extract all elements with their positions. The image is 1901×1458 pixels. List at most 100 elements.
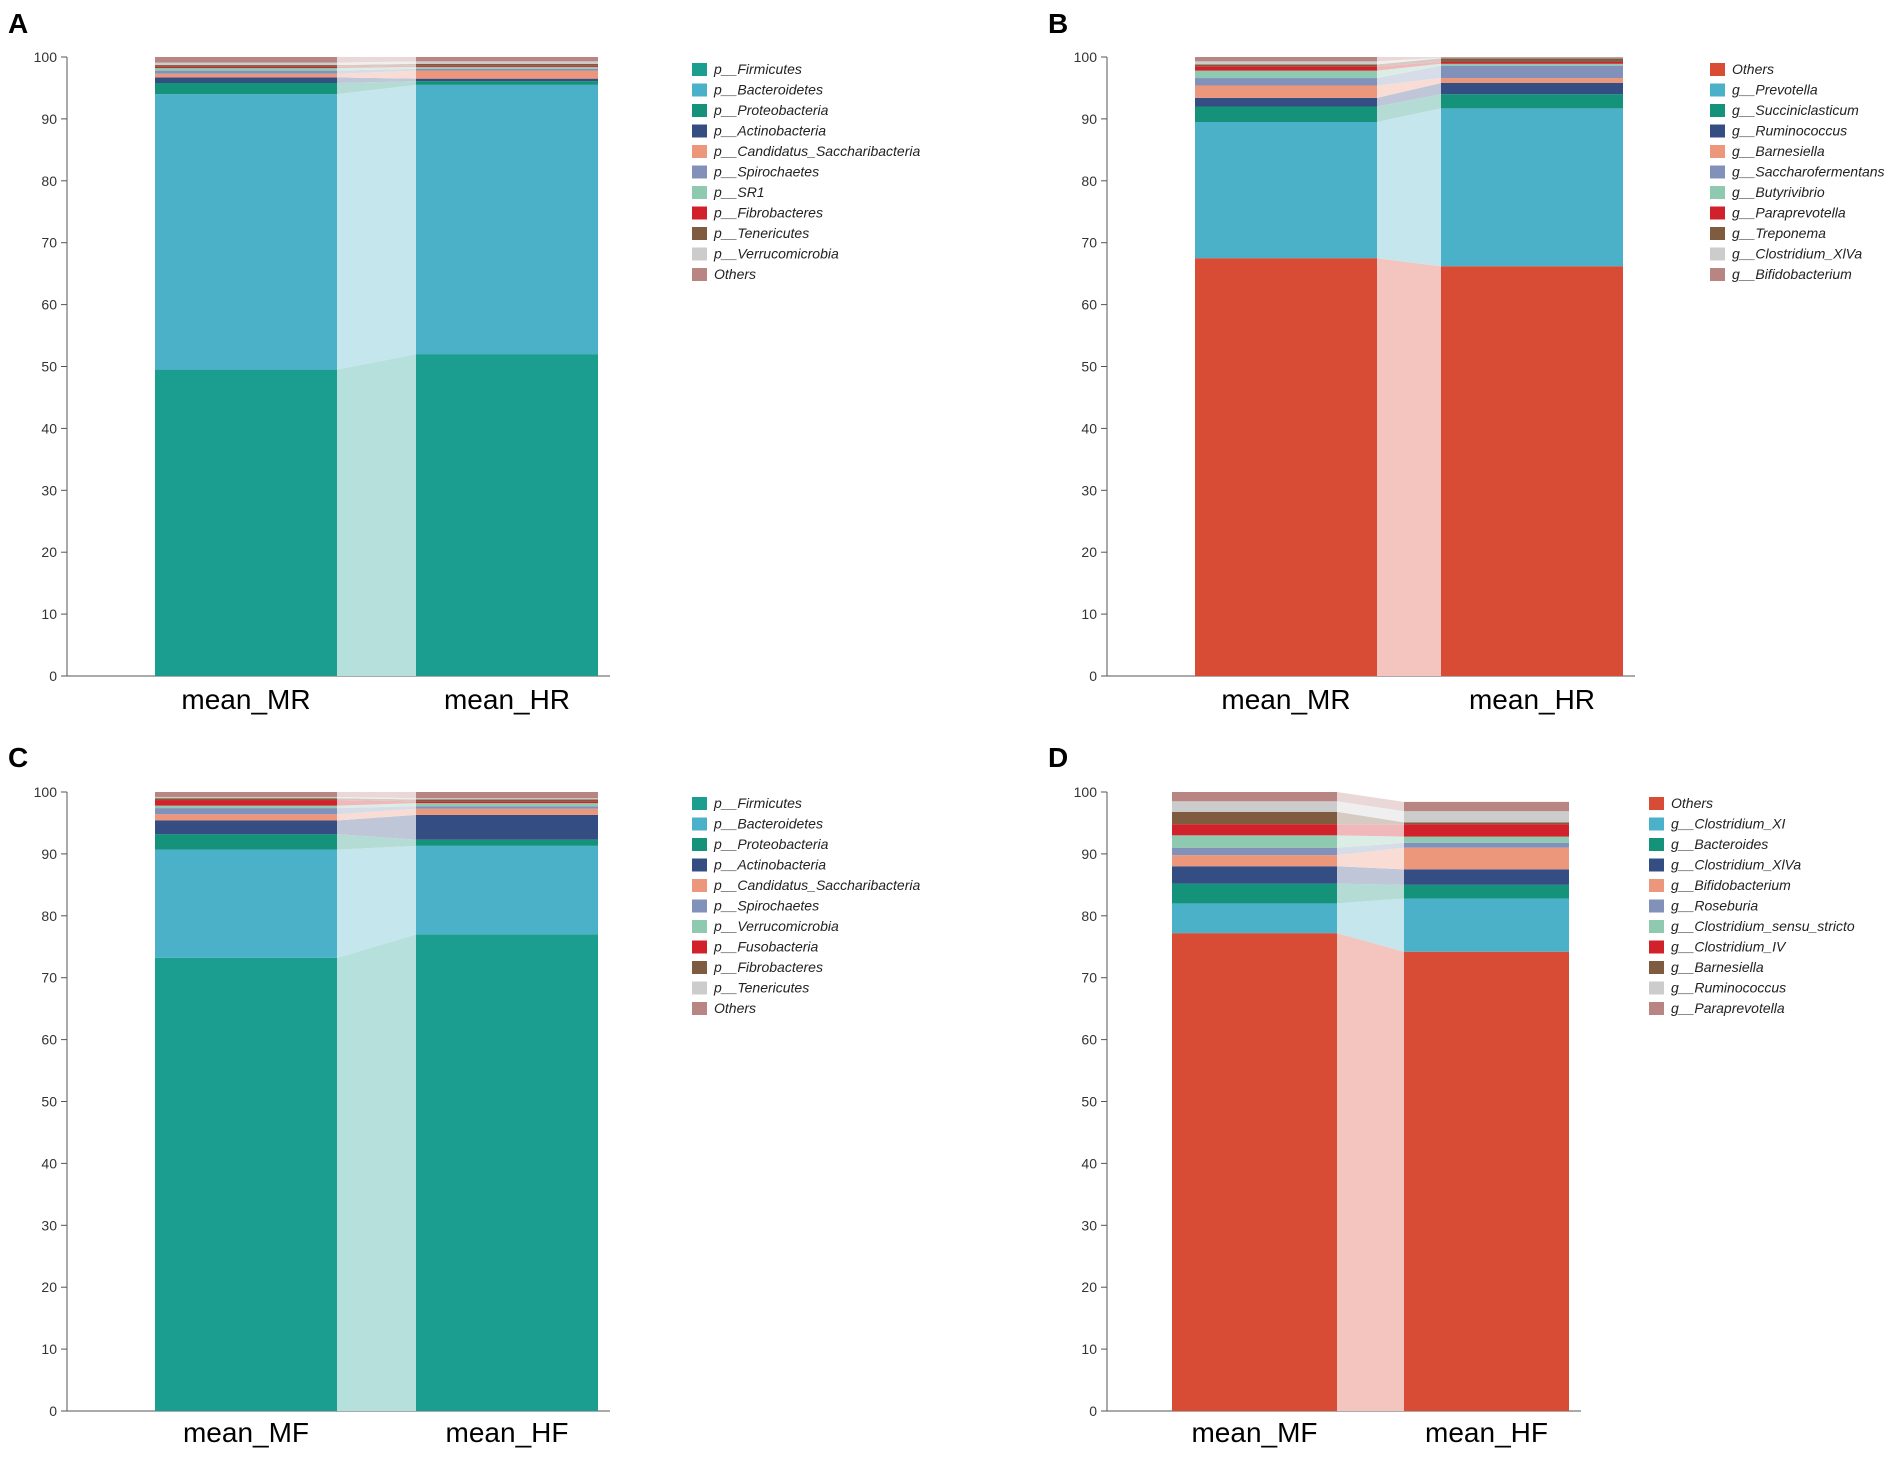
connector-band-g-prevotella — [1377, 108, 1441, 267]
bar-segment-mean-hr-g-paraprevotella — [1441, 61, 1623, 64]
bar-segment-mean-mr-p-candidatus-saccharibacteria — [155, 73, 337, 78]
legend-label-p-actinobacteria: p__Actinobacteria — [713, 123, 826, 139]
y-tick-label: 10 — [1081, 606, 1097, 622]
legend-label-p-candidatus-saccharibacteria: p__Candidatus_Saccharibacteria — [713, 143, 920, 159]
connector-band-p-actinobacteria — [337, 814, 416, 840]
legend-label-p-proteobacteria: p__Proteobacteria — [713, 836, 829, 852]
connector-band-g-clostridium-xlva — [1337, 866, 1404, 885]
connector-band-p-bacteroidetes — [337, 845, 416, 958]
legend-swatch-p-tenericutes — [692, 981, 707, 995]
legend-swatch-g-prevotella — [1710, 83, 1725, 97]
bar-segment-mean-hf-p-bacteroidetes — [416, 845, 598, 935]
y-tick-label: 60 — [41, 1032, 57, 1048]
bar-segment-mean-hr-p-candidatus-saccharibacteria — [416, 70, 598, 79]
legend-label-p-sr1: p__SR1 — [713, 184, 765, 200]
bar-segment-mean-mf-g-roseburia — [1172, 847, 1337, 856]
legend-swatch-g-paraprevotella — [1649, 1002, 1664, 1015]
bar-segment-mean-mr-g-prevotella — [1195, 121, 1377, 259]
legend-label-others: Others — [1671, 795, 1713, 811]
bar-segment-mean-mr-p-verrucomicrobia — [155, 62, 337, 66]
legend-label-g-bifidobacterium: g__Bifidobacterium — [1671, 877, 1791, 893]
legend-swatch-p-fibrobacteres — [692, 206, 707, 220]
bar-segment-mean-mr-g-barnesiella — [1195, 85, 1377, 98]
bar-segment-mean-mr-g-butyrivibrio — [1195, 70, 1377, 79]
bar-segment-mean-hr-others — [1441, 266, 1623, 676]
bar-segment-mean-hf-g-clostridium-iv — [1404, 824, 1569, 837]
legend-swatch-g-barnesiella — [1710, 145, 1725, 158]
bar-segment-mean-mf-p-proteobacteria — [155, 834, 337, 850]
bar-segment-mean-mf-p-spirochaetes — [155, 808, 337, 815]
legend-label-p-spirochaetes: p__Spirochaetes — [713, 898, 819, 914]
legend-label-p-proteobacteria: p__Proteobacteria — [713, 102, 829, 118]
legend-swatch-p-sr1 — [692, 186, 707, 199]
bar-segment-mean-mf-others — [1172, 933, 1337, 1411]
legend-label-g-clostridium-xlva: g__Clostridium_XlVa — [1732, 246, 1862, 262]
x-category-label: mean_MR — [1221, 684, 1350, 715]
bar-segment-mean-hr-g-butyrivibrio — [1441, 63, 1623, 66]
legend-swatch-g-butyrivibrio — [1710, 186, 1725, 199]
x-category-label: mean_HF — [1425, 1417, 1548, 1448]
y-tick-label: 70 — [41, 235, 57, 251]
bar-segment-mean-hf-p-fibrobacteres — [416, 799, 598, 802]
bar-segment-mean-mf-p-candidatus-saccharibacteria — [155, 814, 337, 821]
connector-band-g-barnesiella — [1337, 811, 1404, 825]
legend-swatch-p-actinobacteria — [692, 858, 707, 872]
bar-segment-mean-mf-p-actinobacteria — [155, 820, 337, 835]
connector-band-g-bacteroides — [1337, 883, 1404, 904]
stacked-bars — [155, 57, 598, 676]
connector-band-p-candidatus-saccharibacteria — [337, 70, 416, 79]
connector-band-p-actinobacteria — [337, 77, 416, 83]
panel-label: A — [8, 8, 29, 39]
y-tick-label: 50 — [41, 1094, 57, 1110]
connector-band-p-firmicutes — [337, 934, 416, 1411]
connector-band-p-tenericutes — [337, 796, 416, 800]
connector-band-p-verrucomicrobia — [337, 803, 416, 809]
bar-segment-mean-mr-p-spirochaetes — [155, 70, 337, 74]
bar-segment-mean-hf-p-verrucomicrobia — [416, 803, 598, 807]
legend-swatch-g-clostridium-iv — [1649, 940, 1664, 954]
bar-segment-mean-mf-p-bacteroidetes — [155, 849, 337, 958]
bar-segment-mean-mr-others — [155, 57, 337, 63]
y-tick-label: 80 — [41, 173, 57, 189]
connector-band-g-clostridium-iv — [1337, 824, 1404, 837]
bar-segment-mean-mr-g-saccharofermentans — [1195, 78, 1377, 86]
legend-swatch-others — [692, 268, 707, 281]
legend-label-others: Others — [714, 1000, 756, 1016]
bar-segment-mean-hr-g-bifidobacterium — [1441, 57, 1623, 58]
legend-swatch-p-candidatus-saccharibacteria — [692, 879, 707, 892]
bar-segment-mean-hr-p-sr1 — [416, 66, 598, 69]
bar-segment-mean-hf-g-barnesiella — [1404, 822, 1569, 825]
bar-segment-mean-hr-p-verrucomicrobia — [416, 61, 598, 64]
legend-label-g-treponema: g__Treponema — [1732, 225, 1826, 241]
connector-band-g-clostridium-xi — [1337, 898, 1404, 952]
connector-band-g-clostridium-xlva — [1377, 57, 1441, 65]
x-category-label: mean_MF — [183, 1417, 309, 1448]
y-tick-label: 40 — [41, 420, 57, 436]
connector-band-p-fibrobacteres — [337, 65, 416, 69]
legend-label-g-paraprevotella: g__Paraprevotella — [1732, 205, 1846, 221]
bar-segment-mean-hr-g-succiniclasticum — [1441, 94, 1623, 109]
legend-label-p-bacteroidetes: p__Bacteroidetes — [713, 816, 823, 832]
legend-swatch-p-fusobacteria — [692, 940, 707, 954]
bar-segment-mean-hf-g-bifidobacterium — [1404, 847, 1569, 870]
legend-swatch-g-bacteroides — [1649, 838, 1664, 851]
bar-segment-mean-mf-g-clostridium-iv — [1172, 824, 1337, 836]
legend-swatch-p-firmicutes — [692, 797, 707, 810]
connector-band-p-bacteroidetes — [337, 84, 416, 370]
legend-label-g-barnesiella: g__Barnesiella — [1732, 143, 1825, 159]
y-tick-label: 30 — [41, 1217, 57, 1233]
bar-segment-mean-hf-p-spirochaetes — [416, 806, 598, 809]
bar-segment-mean-hf-others — [1404, 951, 1569, 1411]
connector-band-g-succiniclasticum — [1377, 94, 1441, 122]
bar-segment-mean-mr-g-treponema — [1195, 64, 1377, 67]
connector-band-p-candidatus-saccharibacteria — [337, 808, 416, 821]
connector-band-g-clostridium-sensu-stricto — [1337, 835, 1404, 848]
bar-segment-mean-hf-g-roseburia — [1404, 842, 1569, 848]
legend-swatch-others — [1710, 63, 1725, 76]
bar-segment-mean-mr-p-proteobacteria — [155, 82, 337, 95]
bar-segment-mean-mf-p-tenericutes — [155, 796, 337, 799]
y-tick-label: 100 — [1074, 49, 1098, 65]
connector-band-g-paraprevotella — [1337, 792, 1404, 812]
bar-segment-mean-mf-g-bacteroides — [1172, 883, 1337, 904]
legend-label-p-fusobacteria: p__Fusobacteria — [713, 939, 819, 955]
